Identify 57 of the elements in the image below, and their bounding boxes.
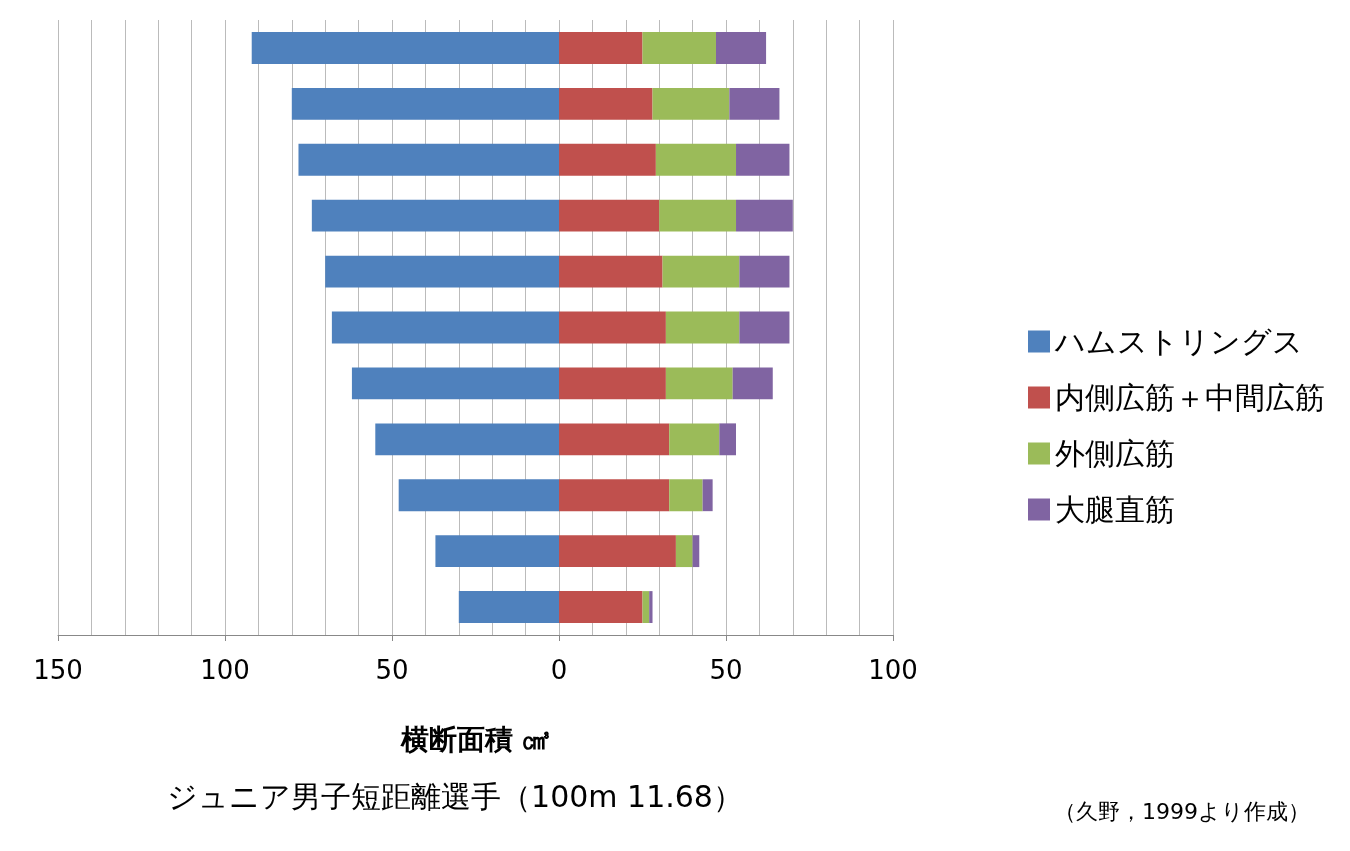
bar bbox=[669, 423, 720, 456]
bar bbox=[559, 367, 666, 400]
bar bbox=[398, 479, 559, 512]
x-tick-label: 50 bbox=[375, 655, 409, 685]
legend-label: ハムストリングス bbox=[1054, 324, 1303, 359]
legend-label: 大腿直筋 bbox=[1055, 492, 1175, 527]
x-axis-title: 横断面積 ㎤ bbox=[399, 722, 551, 756]
bar bbox=[559, 143, 656, 176]
bar bbox=[655, 143, 737, 176]
bar bbox=[665, 311, 740, 344]
bar bbox=[669, 479, 703, 512]
bar bbox=[739, 311, 790, 344]
bar bbox=[736, 143, 790, 176]
bar bbox=[559, 311, 666, 344]
bar bbox=[702, 479, 713, 512]
bar bbox=[665, 367, 733, 400]
x-tick-label: 100 bbox=[868, 655, 918, 685]
bar bbox=[311, 199, 559, 232]
bar bbox=[736, 199, 793, 232]
bar bbox=[675, 535, 693, 568]
text: （久野，1999より作成） bbox=[1054, 798, 1311, 824]
bar bbox=[291, 87, 559, 120]
bar bbox=[692, 535, 700, 568]
text: ジュニア男子短距離選手（100m 11.68） bbox=[167, 778, 743, 814]
legend-label: 外側広筋 bbox=[1055, 436, 1175, 471]
bar bbox=[559, 255, 663, 288]
x-tick-label: 0 bbox=[550, 655, 568, 685]
x-tick-label: 150 bbox=[33, 655, 83, 685]
bar bbox=[458, 591, 559, 623]
bar bbox=[298, 143, 559, 176]
bar bbox=[559, 535, 676, 568]
bar bbox=[659, 199, 737, 232]
bar bbox=[325, 255, 559, 288]
bar bbox=[559, 591, 643, 623]
legend-label: 内側広筋＋中間広筋 bbox=[1055, 380, 1325, 415]
bar bbox=[559, 479, 670, 512]
bar bbox=[662, 255, 740, 288]
bar bbox=[331, 311, 559, 344]
bar bbox=[375, 423, 559, 456]
bar bbox=[251, 32, 559, 64]
bar bbox=[559, 32, 643, 64]
bar bbox=[559, 423, 670, 456]
bar bbox=[435, 535, 559, 568]
bar bbox=[559, 87, 653, 120]
bar bbox=[559, 199, 660, 232]
bar bbox=[719, 423, 737, 456]
bar bbox=[715, 32, 767, 64]
bar bbox=[652, 87, 730, 120]
bar bbox=[729, 87, 780, 120]
bar bbox=[642, 32, 716, 64]
bar bbox=[739, 255, 790, 288]
bar bbox=[351, 367, 559, 400]
x-tick-label: 100 bbox=[200, 655, 250, 685]
bar bbox=[649, 591, 653, 623]
bar bbox=[642, 591, 650, 623]
x-tick-label: 50 bbox=[709, 655, 743, 685]
bar bbox=[732, 367, 773, 400]
